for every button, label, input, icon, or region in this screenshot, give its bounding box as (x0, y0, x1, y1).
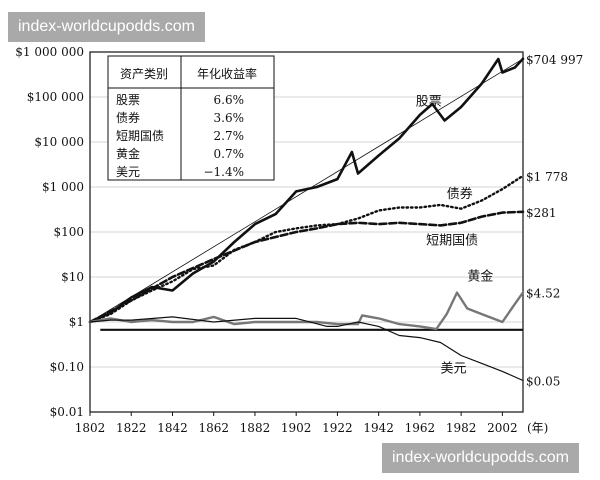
end-label-stocks: $704 997 (526, 53, 583, 67)
series-line-stocks (88, 57, 525, 324)
legend-row-asset: 短期国债 (116, 129, 164, 143)
legend-row-return: 0.7% (214, 147, 245, 161)
y-tick-label: $0.10 (50, 360, 84, 374)
x-tick-label: 1982 (446, 421, 477, 435)
y-tick-label: $1 000 (42, 180, 84, 194)
series-line-gold (88, 291, 525, 331)
y-tick-label: $1 000 000 (15, 45, 84, 59)
series-line-tbills (88, 210, 525, 324)
legend-table-frame (107, 55, 275, 181)
x-tick-label: 1822 (116, 421, 147, 435)
legend-row-return: 3.6% (214, 111, 245, 125)
y-tick-label: $0.01 (50, 405, 84, 419)
legend-row-asset: 美元 (116, 165, 140, 179)
watermark-top: index-worldcupodds.com (8, 12, 205, 42)
legend-row-asset: 债券 (116, 110, 140, 125)
x-tick-label: 1882 (240, 421, 271, 435)
legend-row-return: −1.4% (203, 165, 244, 179)
plot-frame (89, 51, 524, 413)
y-tick-label: $10 (61, 270, 84, 284)
x-tick-label: 1922 (322, 421, 353, 435)
x-tick-label: 1902 (281, 421, 312, 435)
x-tick-label: 1862 (198, 421, 229, 435)
x-tick-label: 1962 (405, 421, 436, 435)
legend-row-asset: 黄金 (116, 146, 140, 161)
x-tick-label: 2002 (487, 421, 518, 435)
series-label-gold: 黄金 (467, 268, 493, 284)
x-axis-ticks: 1802 1822 1842 1862 1882 1902 1922 1942 1962 1982… (75, 412, 518, 435)
x-axis-unit: (年) (527, 421, 548, 435)
x-tick-label: 1942 (363, 421, 394, 435)
series-layer (88, 57, 525, 382)
end-label-gold: $4.52 (526, 287, 560, 301)
legend-row-return: 6.6% (214, 93, 245, 107)
watermark-bottom: index-worldcupodds.com (382, 443, 579, 473)
y-tick-label: $10 000 (34, 135, 84, 149)
series-line-bonds (88, 174, 525, 324)
series-label-dollar: 美元 (441, 362, 467, 377)
series-label-stocks: 股票 (416, 95, 442, 110)
y-tick-label: $1 (69, 315, 84, 329)
end-label-dollar: $0.05 (526, 375, 560, 389)
legend-row-asset: 股票 (116, 93, 140, 107)
y-tick-label: $100 000 (27, 90, 84, 104)
end-label-bonds: $1 778 (526, 170, 568, 184)
x-tick-label: 1842 (157, 421, 188, 435)
legend-header-return: 年化收益率 (197, 66, 257, 81)
y-tick-label: $100 (53, 225, 84, 239)
legend-row-return: 2.7% (214, 129, 245, 143)
series-label-tbills: 短期国债 (426, 233, 478, 248)
y-axis-ticks: $1 000 000 $100 000 $10 000 $1 000 $100 $10 $1… (15, 45, 84, 419)
legend-table: 资产类别 年化收益率 股票 6.6% 债券 3.6% 短期国债 2.7% 黄金 … (107, 55, 275, 181)
x-tick-label: 1802 (75, 421, 106, 435)
legend-header-asset: 资产类别 (120, 67, 168, 81)
series-label-bonds: 债券 (447, 186, 473, 202)
series-line-dollar (89, 316, 524, 382)
end-label-tbills: $281 (526, 206, 557, 220)
series-end-labels: $704 997 $1 778 $281 $4.52 $0.05 (526, 53, 583, 389)
